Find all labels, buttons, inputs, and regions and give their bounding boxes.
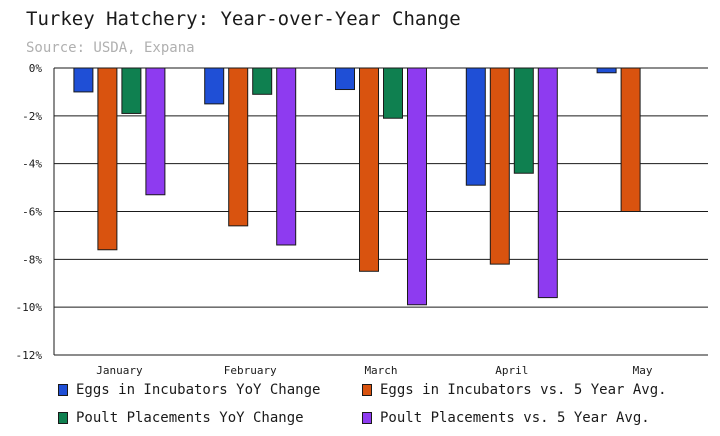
y-tick-label: -4% [22, 158, 42, 171]
y-tick-label: -10% [16, 301, 43, 314]
bar [489, 67, 510, 265]
bar [276, 67, 297, 246]
legend-item: Poult Placements vs. 5 Year Avg. [362, 410, 650, 426]
bar [252, 67, 273, 95]
bar [537, 67, 558, 299]
y-tick-label: -12% [16, 349, 43, 362]
bar [620, 67, 641, 212]
bar [335, 67, 355, 91]
bar [359, 67, 379, 272]
x-tick-label: January [96, 364, 143, 377]
legend-swatch [58, 412, 68, 424]
legend-swatch [362, 412, 372, 424]
legend-label: Eggs in Incubators vs. 5 Year Avg. [380, 382, 667, 398]
y-tick-label: -8% [22, 253, 42, 266]
bar [228, 67, 249, 227]
chart-title: Turkey Hatchery: Year-over-Year Change [26, 8, 461, 30]
x-tick-label: April [495, 364, 528, 377]
legend-item: Eggs in Incubators vs. 5 Year Avg. [362, 382, 667, 398]
bar [73, 67, 94, 93]
legend-label: Poult Placements vs. 5 Year Avg. [380, 410, 650, 426]
legend-label: Poult Placements YoY Change [76, 410, 304, 426]
x-tick-label: May [633, 364, 653, 377]
legend-label: Eggs in Incubators YoY Change [76, 382, 321, 398]
legend-swatch [58, 384, 68, 396]
bar [383, 67, 403, 119]
bar [465, 67, 486, 186]
bar [513, 67, 534, 174]
legend-item: Poult Placements YoY Change [58, 410, 304, 426]
bar [596, 67, 617, 74]
legend-item: Eggs in Incubators YoY Change [58, 382, 320, 398]
x-tick-label: March [364, 364, 397, 377]
y-tick-label: -2% [22, 110, 42, 123]
chart-subtitle: Source: USDA, Expana [26, 40, 195, 56]
legend-swatch [362, 384, 372, 396]
bar [97, 67, 118, 251]
bar [145, 67, 166, 196]
bar [204, 67, 225, 105]
x-tick-label: February [224, 364, 277, 377]
y-tick-label: 0% [29, 62, 43, 75]
bar [407, 67, 427, 306]
y-tick-label: -6% [22, 206, 42, 219]
bar [121, 67, 142, 114]
